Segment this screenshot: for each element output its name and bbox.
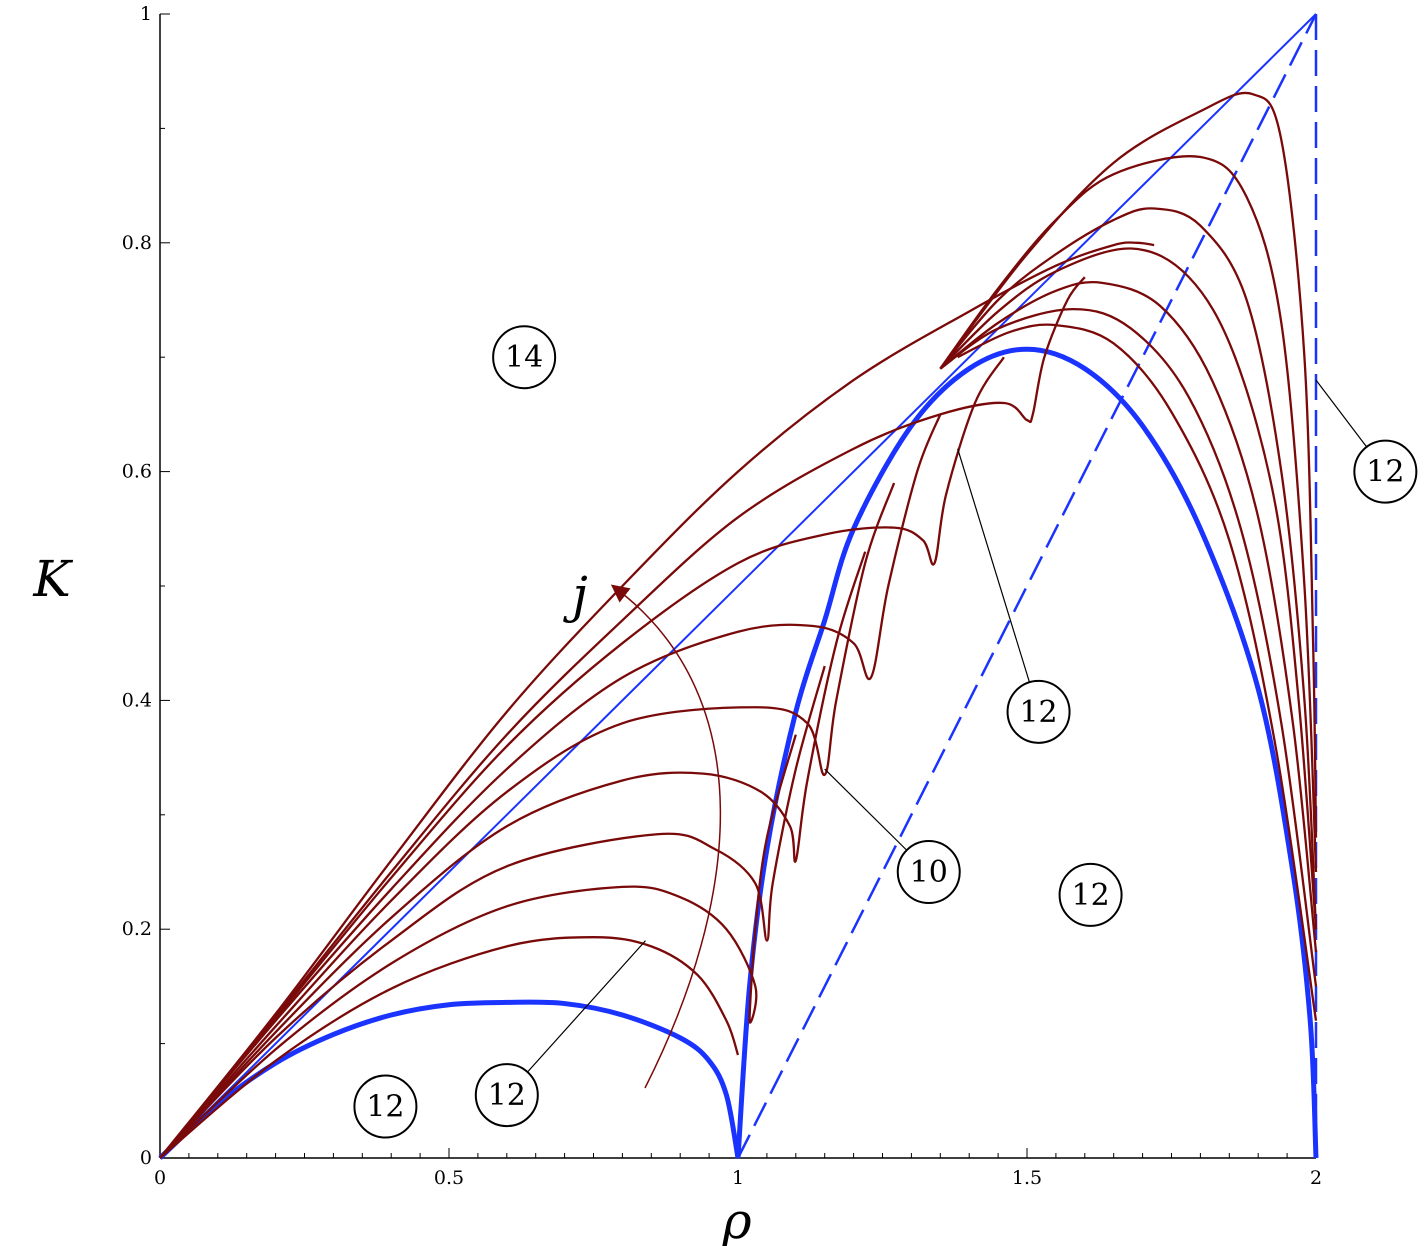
series-line: [939, 91, 1318, 838]
annotations: j 14 12 12 10 12 12 12: [353, 325, 1418, 1139]
x-tick-label: 2: [1310, 1167, 1322, 1189]
series-line: [159, 482, 896, 1159]
series-line: [159, 734, 797, 1159]
series-line: [957, 323, 1318, 1021]
series-line: [939, 207, 1318, 930]
boundary-curve-thick: [158, 999, 741, 1160]
y-axis-title: K: [32, 550, 73, 608]
y-tick-label: 0.4: [122, 689, 152, 711]
family-curves: [159, 91, 1318, 1159]
region-label-circle: [896, 840, 961, 904]
region-label-circle: [1058, 862, 1123, 927]
region-label-circle: [492, 325, 557, 390]
region-label: 12: [366, 1090, 404, 1125]
region-label-circle: [474, 1063, 539, 1128]
region-label: 12: [1071, 878, 1109, 913]
region-label: 12: [1366, 455, 1404, 490]
y-tick-label: 0: [140, 1147, 152, 1169]
j-arrow-label: j: [562, 566, 588, 624]
j-direction-arrow: [610, 584, 722, 1089]
x-axis-title: ρ: [721, 1192, 752, 1246]
series-line: [159, 665, 826, 1159]
region-label: 10: [910, 855, 948, 890]
x-tick-label: 0.5: [434, 1167, 464, 1189]
series-line: [939, 247, 1318, 930]
series-line: [159, 241, 1155, 1159]
boundary-curves: [158, 13, 1319, 1160]
region-label: 14: [505, 340, 543, 375]
x-tick-label: 0: [154, 1167, 166, 1189]
x-tick-label: 1: [732, 1167, 744, 1189]
region-label: 12: [1019, 695, 1057, 730]
boundary-curve-thick: [735, 346, 1319, 1159]
x-tick-label: 1.5: [1012, 1167, 1042, 1189]
y-tick-label: 0.2: [122, 918, 152, 940]
region-label-circle: [353, 1074, 418, 1139]
y-tick-label: 1: [140, 3, 152, 25]
region-label-circle: [1353, 439, 1418, 504]
region-label: 12: [488, 1078, 526, 1113]
y-tick-label: 0.6: [122, 461, 152, 483]
series-line: [159, 551, 867, 1159]
leader-line: [957, 448, 1040, 713]
series-line: [939, 155, 1318, 873]
y-tick-label: 0.8: [122, 232, 152, 254]
boundary-curve-dashed: [736, 13, 1318, 1159]
series-line: [939, 308, 1318, 987]
boundary-curve-thin: [159, 13, 1317, 1159]
series-line: [159, 356, 1005, 1159]
region-label-circle: [1006, 679, 1071, 744]
series-line: [159, 936, 740, 1159]
series-line: [159, 276, 1086, 1159]
series-line: [159, 413, 942, 1159]
leader-line: [506, 940, 646, 1096]
series-line: [939, 280, 1318, 953]
